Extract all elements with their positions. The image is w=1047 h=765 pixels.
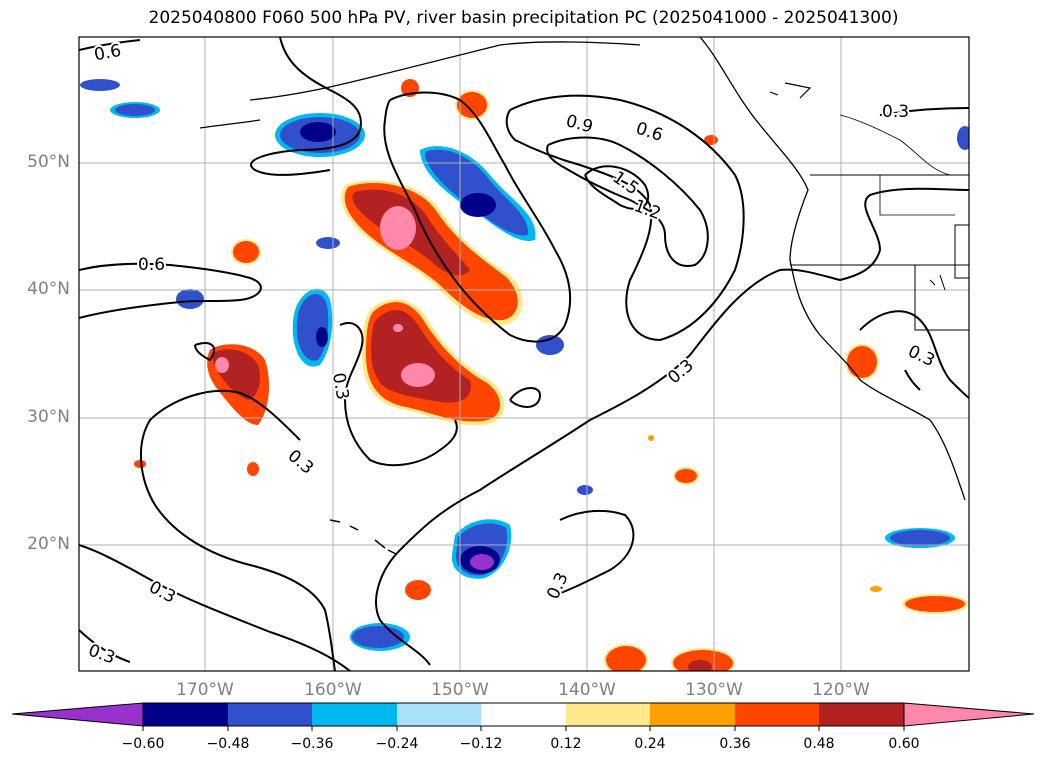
coastlines (199, 37, 969, 555)
colorbar-bin (735, 703, 819, 726)
colorbar-tick-label: −0.12 (459, 736, 503, 752)
positive-patch-north-band (341, 180, 523, 326)
lon-label: 120°W (812, 680, 870, 700)
colorbar-bin (312, 703, 397, 726)
colorbar-tick-label: 0.36 (719, 736, 751, 752)
colorbar-extend-low (11, 702, 144, 727)
negative-patch-nw (275, 113, 365, 157)
negative-patch-band (420, 146, 536, 241)
colorbar-tick-label: −0.60 (121, 736, 165, 752)
colorbar-bin (228, 703, 312, 726)
lat-label: 40°N (27, 279, 70, 299)
colorbar-tick-label: 0.60 (888, 736, 920, 752)
negative-patch-west (292, 288, 333, 367)
contour-label: 0.9 (564, 111, 595, 137)
contour-label: 0.6 (633, 118, 665, 145)
contour-label: 0.3 (328, 371, 352, 401)
contour-label: 0.3 (543, 570, 573, 603)
colorbar-bin (566, 703, 650, 726)
positive-patch-west (207, 344, 270, 425)
contour-label: 0.3 (664, 356, 698, 389)
colorbar-tick-label: −0.24 (375, 736, 419, 752)
negative-patch-south (451, 519, 512, 579)
contour-label: 0.6 (138, 255, 165, 275)
contour-label: 0.3 (284, 446, 318, 479)
colorbar-bin (481, 703, 566, 726)
positive-patch-central (362, 299, 505, 426)
colorbar-tick-label: −0.48 (206, 736, 250, 752)
colorbar-tick-label: 0.48 (803, 736, 835, 752)
lon-label: 130°W (685, 680, 743, 700)
contour-label: 0.6 (93, 41, 123, 65)
colorbar-extend-high (903, 702, 1035, 727)
lon-label: 150°W (431, 680, 489, 700)
colorbar-bin (143, 703, 228, 726)
lat-label: 50°N (27, 152, 70, 172)
colorbar-tick-label: −0.36 (290, 736, 334, 752)
colorbar-tick-label: 0.24 (634, 736, 666, 752)
lon-label: 140°W (558, 680, 616, 700)
positive-patch-small (134, 79, 968, 671)
contour-label: 1.5 (609, 167, 643, 199)
lon-label: 160°W (304, 680, 362, 700)
colorbar-bin (819, 703, 904, 726)
lat-label: 30°N (27, 407, 70, 427)
lat-label: 20°N (27, 534, 70, 554)
map-frame (78, 36, 970, 672)
colorbar-bin (650, 703, 735, 726)
colorbar (11, 702, 1035, 731)
lon-label: 170°W (176, 680, 234, 700)
map-title: 2025040800 F060 500 hPa PV, river basin … (148, 8, 899, 28)
colorbar-tick-label: 0.12 (550, 736, 582, 752)
colorbar-bin (397, 703, 481, 726)
contour-label: 0.3 (85, 640, 117, 668)
precip-fill-layer (80, 79, 969, 671)
contour-label: 0.3 (905, 342, 938, 372)
contour-label: 0.3 (882, 102, 909, 122)
contour-label: 0.3 (146, 577, 179, 607)
pv-contours (79, 37, 969, 671)
graticule (79, 37, 969, 671)
map-area: 0.6 0.9 0.6 1.5 1.2 0.6 0.3 0.3 0.3 0.3 … (79, 37, 969, 671)
